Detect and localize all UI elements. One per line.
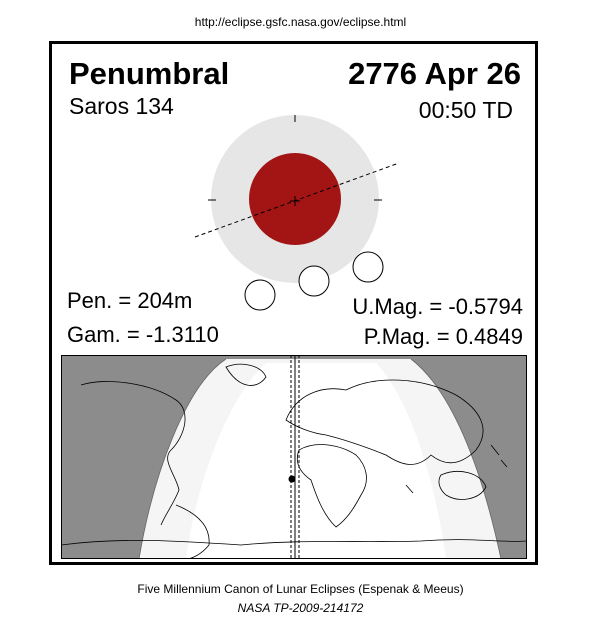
penumbra-boundary-east: [410, 358, 502, 559]
subsolar-point: [288, 475, 296, 483]
moon-position-3: [352, 251, 384, 283]
eclipse-time: 00:50 TD: [418, 97, 513, 123]
eclipse-type: Penumbral: [69, 56, 230, 91]
eclipse-panel: Penumbral 2776 Apr 26 Saros 134 00:50 TD…: [49, 41, 538, 565]
shadow-diagram: [194, 115, 400, 311]
penumbral-duration: Pen. = 204m: [67, 288, 193, 313]
moon-path: [194, 162, 400, 238]
penumbra-boundary-west: [138, 358, 227, 559]
map-border: [61, 355, 527, 559]
gamma-value: Gam. = -1.3110: [67, 322, 219, 347]
moon-position-1: [244, 279, 276, 311]
full-visibility-region: [186, 363, 446, 559]
penumbral-magnitude: P.Mag. = 0.4849: [363, 324, 523, 349]
canon-credit: Five Millennium Canon of Lunar Eclipses …: [137, 582, 464, 596]
visibility-map: [61, 355, 527, 559]
publication-credit: NASA TP-2009-214172: [237, 601, 364, 615]
umbral-magnitude: U.Mag. = -0.5794: [352, 294, 523, 319]
coastlines: [61, 363, 527, 559]
moon-position-2: [298, 265, 330, 297]
eclipse-date: 2776 Apr 26: [348, 56, 521, 91]
source-url[interactable]: http://eclipse.gsfc.nasa.gov/eclipse.htm…: [194, 15, 407, 29]
saros-number: Saros 134: [69, 93, 174, 119]
